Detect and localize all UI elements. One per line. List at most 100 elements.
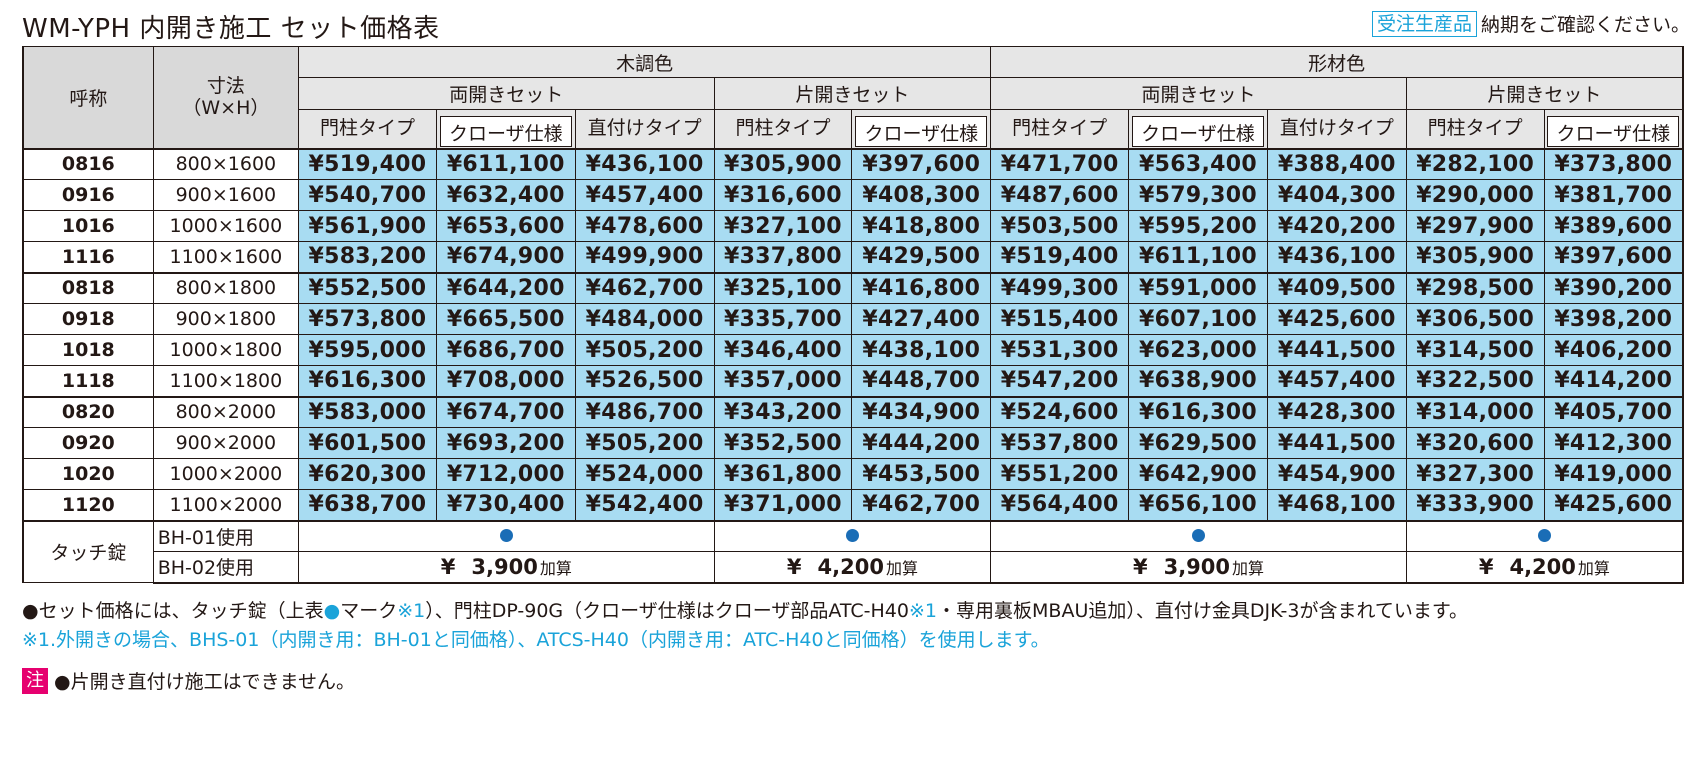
delivery-note: 納期をご確認ください。 — [1480, 14, 1690, 36]
table-row: 0920 900×2000 ¥601,500 ¥693,200 ¥505,200 ¥352… — [21, 427, 1684, 459]
dot-cell — [1405, 519, 1684, 552]
price-cell: ¥412,300 — [1543, 427, 1684, 459]
price-cell: ¥563,400 — [1128, 147, 1268, 180]
touch-lock-label: タッチ錠 — [21, 519, 154, 583]
price-cell: ¥551,200 — [990, 458, 1130, 490]
table-body: 0816 800×1600 ¥519,400 ¥611,100 ¥436,100 ¥305… — [21, 147, 1684, 521]
price-cell: ¥693,200 — [435, 427, 576, 459]
price-cell: ¥632,400 — [435, 179, 576, 211]
price-cell: ¥409,500 — [1266, 271, 1407, 304]
price-cell: ¥453,500 — [851, 458, 992, 490]
row-code: 1116 — [21, 241, 154, 273]
price-cell: ¥712,000 — [435, 458, 576, 490]
price-cell: ¥601,500 — [298, 427, 437, 459]
price-cell: ¥352,500 — [713, 427, 853, 459]
column-header: クローザ仕様 — [1128, 109, 1268, 149]
price-cell: ¥638,700 — [298, 489, 437, 521]
add-price-cell: ¥3,900 加算 — [990, 551, 1407, 584]
price-cell: ¥419,000 — [1543, 458, 1684, 490]
touch-lock-section: タッチ錠 BH-01使用 BH-02使用 ¥3,900 加算 ¥4,200 加算 ¥… — [21, 519, 1684, 584]
row-size: 900×1800 — [152, 303, 300, 335]
price-cell: ¥333,900 — [1405, 489, 1545, 521]
dot-cell — [713, 519, 992, 552]
price-cell: ¥638,900 — [1128, 365, 1268, 397]
price-cell: ¥531,300 — [990, 334, 1130, 366]
price-cell: ¥427,400 — [851, 303, 992, 335]
table-header: 呼称 寸法 （W×H） 木調色 形材色 両開きセット 片開きセット 両開きセット… — [21, 46, 1685, 149]
price-cell: ¥381,700 — [1543, 179, 1684, 211]
row-code: 0820 — [21, 395, 154, 428]
price-cell: ¥325,100 — [713, 271, 853, 304]
included-dot-icon — [1537, 528, 1551, 542]
ref-mark: ※1 — [397, 600, 426, 622]
price-cell: ¥335,700 — [713, 303, 853, 335]
table-row: 0816 800×1600 ¥519,400 ¥611,100 ¥436,100 ¥305… — [21, 147, 1684, 180]
price-cell: ¥462,700 — [574, 271, 715, 304]
price-cell: ¥674,900 — [435, 241, 576, 273]
price-cell: ¥428,300 — [1266, 395, 1407, 428]
price-cell: ¥408,300 — [851, 179, 992, 211]
price-cell: ¥404,300 — [1266, 179, 1407, 211]
price-cell: ¥436,100 — [1266, 241, 1407, 273]
price-cell: ¥583,200 — [298, 241, 437, 273]
price-cell: ¥526,500 — [574, 365, 715, 397]
price-cell: ¥547,200 — [990, 365, 1130, 397]
price-cell: ¥540,700 — [298, 179, 437, 211]
header-size: 寸法 （W×H） — [152, 46, 300, 149]
price-cell: ¥418,800 — [851, 210, 992, 242]
column-header: 門柱タイプ — [713, 109, 853, 149]
price-cell: ¥373,800 — [1543, 147, 1684, 180]
price-cell: ¥390,200 — [1543, 271, 1684, 304]
price-cell: ¥371,000 — [713, 489, 853, 521]
price-cell: ¥583,000 — [298, 395, 437, 428]
add-price-cell: ¥4,200 加算 — [713, 551, 992, 584]
included-dot-icon — [1192, 528, 1206, 542]
dot-cell — [990, 519, 1407, 552]
table-row: 0918 900×1800 ¥573,800 ¥665,500 ¥484,000 ¥335… — [21, 303, 1684, 335]
header-name: 呼称 — [21, 46, 154, 149]
subgroup-single-profile: 片開きセット — [1405, 77, 1684, 110]
price-cell: ¥314,500 — [1405, 334, 1545, 366]
price-cell: ¥620,300 — [298, 458, 437, 490]
price-cell: ¥441,500 — [1266, 427, 1407, 459]
row-code: 1118 — [21, 365, 154, 397]
price-cell: ¥503,500 — [990, 210, 1130, 242]
price-cell: ¥595,000 — [298, 334, 437, 366]
column-header: 門柱タイプ — [1405, 109, 1545, 149]
price-cell: ¥282,100 — [1405, 147, 1545, 180]
price-cell: ¥462,700 — [851, 489, 992, 521]
price-cell: ¥316,600 — [713, 179, 853, 211]
price-cell: ¥542,400 — [574, 489, 715, 521]
price-cell: ¥505,200 — [574, 427, 715, 459]
row-size: 900×2000 — [152, 427, 300, 459]
row-size: 1000×2000 — [152, 458, 300, 490]
column-header: 直付けタイプ — [574, 109, 715, 149]
price-cell: ¥486,700 — [574, 395, 715, 428]
row-code: 1020 — [21, 458, 154, 490]
table-row: 1020 1000×2000 ¥620,300 ¥712,000 ¥524,000 ¥36… — [21, 458, 1684, 490]
dot-cell — [298, 519, 715, 552]
ref-mark: ※1 — [909, 600, 938, 622]
price-cell: ¥616,300 — [298, 365, 437, 397]
price-cell: ¥487,600 — [990, 179, 1130, 211]
price-cell: ¥320,600 — [1405, 427, 1545, 459]
row-code: 0818 — [21, 271, 154, 304]
price-cell: ¥425,600 — [1266, 303, 1407, 335]
price-cell: ¥484,000 — [574, 303, 715, 335]
price-cell: ¥730,400 — [435, 489, 576, 521]
column-header: クローザ仕様 — [435, 109, 576, 149]
price-cell: ¥337,800 — [713, 241, 853, 273]
price-cell: ¥314,000 — [1405, 395, 1545, 428]
add-price-cell: ¥3,900 加算 — [298, 551, 715, 584]
table-row: 0818 800×1800 ¥552,500 ¥644,200 ¥462,700 ¥325… — [21, 271, 1684, 304]
price-cell: ¥389,600 — [1543, 210, 1684, 242]
price-cell: ¥441,500 — [1266, 334, 1407, 366]
price-cell: ¥438,100 — [851, 334, 992, 366]
price-cell: ¥290,000 — [1405, 179, 1545, 211]
row-size: 800×1600 — [152, 147, 300, 180]
subgroup-single-wood: 片開きセット — [713, 77, 992, 110]
price-cell: ¥611,100 — [435, 147, 576, 180]
price-cell: ¥561,900 — [298, 210, 437, 242]
row-size: 800×1800 — [152, 271, 300, 304]
bh01-label: BH-01使用 — [152, 519, 300, 552]
